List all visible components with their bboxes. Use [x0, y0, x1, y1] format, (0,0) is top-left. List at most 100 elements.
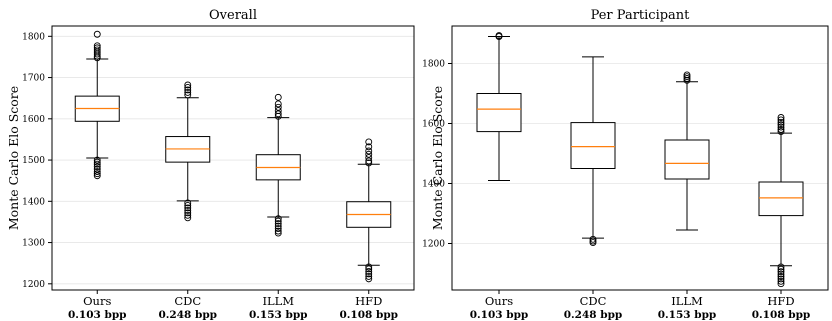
- outlier-point: [365, 150, 373, 158]
- box-cdc: [165, 81, 211, 222]
- y-axis-label: Monte Carlo Elo Score: [6, 86, 21, 230]
- outlier-point: [274, 229, 282, 237]
- outlier-point: [777, 126, 785, 133]
- x-tick-sublabel: 0.248 bpp: [158, 309, 217, 321]
- outlier-point: [777, 268, 785, 276]
- outlier-point: [589, 235, 597, 243]
- y-tick-label: 1600: [22, 115, 45, 125]
- outlier-point: [365, 275, 373, 283]
- x-tick-sublabel: 0.103 bpp: [68, 309, 127, 321]
- chart-title: Per Participant: [591, 8, 691, 23]
- outlier-point: [184, 201, 192, 209]
- outlier-point: [93, 156, 101, 164]
- box-ours: [476, 32, 522, 181]
- outlier-point: [93, 50, 101, 58]
- x-tick-label: HFD: [355, 294, 382, 308]
- outlier-point: [365, 159, 373, 167]
- outlier-point: [93, 165, 101, 173]
- outlier-point: [777, 270, 785, 278]
- x-tick-sublabel: 0.108 bpp: [339, 309, 398, 321]
- outlier-point: [93, 160, 101, 168]
- chart-title: Overall: [209, 8, 257, 23]
- y-tick-label: 1700: [22, 74, 45, 84]
- outlier-point: [683, 73, 691, 81]
- outlier-point: [365, 267, 373, 275]
- outlier-point: [365, 272, 373, 280]
- outlier-point: [184, 211, 192, 219]
- outlier-point: [274, 215, 282, 223]
- box-cdc: [570, 56, 616, 247]
- x-tick-label: CDC: [580, 294, 607, 308]
- outlier-point: [184, 81, 192, 89]
- outlier-point: [184, 199, 192, 207]
- box-iqr: [758, 181, 804, 217]
- x-tick-sublabel: 0.103 bpp: [470, 309, 529, 321]
- x-tick-sublabel: 0.153 bpp: [658, 309, 717, 321]
- x-tick-sublabel: 0.153 bpp: [249, 309, 308, 321]
- outlier-point: [274, 225, 282, 232]
- outlier-point: [777, 263, 785, 271]
- outlier-point: [93, 54, 101, 62]
- outlier-point: [683, 75, 691, 82]
- outlier-point: [274, 100, 282, 108]
- y-tick-label: 1600: [422, 120, 445, 130]
- x-tick-label: HFD: [767, 294, 794, 308]
- outlier-point: [93, 158, 101, 166]
- outlier-point: [777, 118, 785, 126]
- outlier-point: [93, 172, 101, 180]
- outlier-point: [777, 123, 785, 131]
- y-tick-label: 1400: [422, 180, 445, 190]
- outlier-point: [274, 110, 282, 118]
- x-tick-sublabel: 0.248 bpp: [564, 309, 623, 321]
- outlier-point: [365, 265, 373, 273]
- outlier-point: [184, 91, 192, 99]
- x-tick-label: Ours: [485, 294, 513, 308]
- y-tick-label: 1800: [22, 32, 45, 42]
- outlier-point: [274, 217, 282, 225]
- outlier-point: [365, 143, 373, 151]
- outlier-point: [589, 239, 597, 247]
- outlier-point: [184, 209, 192, 217]
- outlier-point: [93, 168, 101, 176]
- x-tick-sublabel: 0.108 bpp: [752, 309, 811, 321]
- outlier-point: [184, 214, 192, 222]
- outlier-point: [777, 280, 785, 288]
- outlier-point: [777, 265, 785, 273]
- outlier-point: [274, 112, 282, 120]
- box-hfd: [346, 138, 392, 283]
- outlier-point: [365, 157, 373, 165]
- x-tick-label: ILLM: [262, 294, 294, 308]
- y-tick-label: 1400: [22, 197, 45, 207]
- outlier-point: [683, 71, 691, 79]
- outlier-point: [683, 76, 691, 84]
- box-iqr: [476, 93, 522, 133]
- outlier-point: [274, 103, 282, 111]
- y-tick-label: 1500: [22, 156, 45, 166]
- outlier-point: [365, 138, 373, 146]
- outlier-point: [777, 128, 785, 136]
- y-tick-label: 1800: [422, 60, 445, 70]
- outlier-point: [184, 86, 192, 94]
- box-hfd: [758, 114, 804, 288]
- outlier-point: [777, 273, 785, 280]
- outlier-point: [495, 33, 503, 40]
- outlier-point: [777, 275, 785, 283]
- x-tick-label: CDC: [174, 294, 201, 308]
- plot-frame: [451, 25, 829, 291]
- box-iqr: [570, 122, 616, 169]
- y-tick-label: 1200: [22, 280, 45, 290]
- outlier-point: [274, 227, 282, 235]
- outlier-point: [777, 116, 785, 124]
- outlier-point: [365, 263, 373, 271]
- box-iqr: [664, 139, 710, 180]
- outlier-point: [184, 84, 192, 91]
- outlier-point: [274, 222, 282, 230]
- plot-frame: [51, 25, 415, 291]
- outlier-point: [274, 93, 282, 101]
- y-tick-label: 1300: [22, 239, 45, 249]
- box-illm: [255, 93, 301, 237]
- outlier-point: [184, 206, 192, 214]
- outlier-point: [365, 270, 373, 278]
